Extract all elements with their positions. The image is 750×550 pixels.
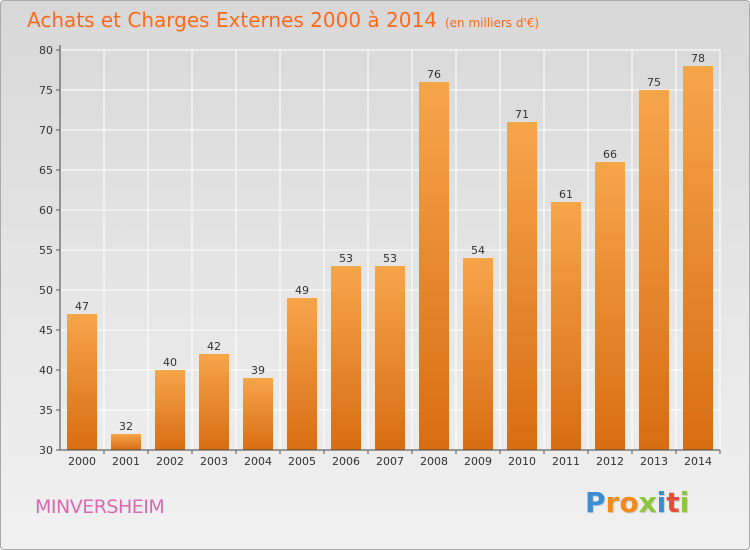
logo-letter: i — [679, 486, 690, 519]
bar-2005 — [287, 298, 317, 450]
x-tick-label: 2011 — [552, 455, 580, 468]
data-label: 75 — [647, 76, 661, 89]
logo-letter: x — [638, 486, 657, 519]
y-tick-label: 45 — [39, 324, 53, 337]
bar-2006 — [331, 266, 361, 450]
x-tick-label: 2001 — [112, 455, 140, 468]
data-label: 32 — [119, 420, 133, 433]
data-label: 54 — [471, 244, 485, 257]
data-label: 47 — [75, 300, 89, 313]
x-tick-label: 2003 — [200, 455, 228, 468]
y-tick-label: 65 — [39, 164, 53, 177]
data-label: 40 — [163, 356, 177, 369]
data-label: 42 — [207, 340, 221, 353]
proxiti-logo: Proxiti — [585, 486, 689, 519]
data-label: 39 — [251, 364, 265, 377]
data-label: 53 — [383, 252, 397, 265]
x-tick-label: 2008 — [420, 455, 448, 468]
x-tick-label: 2007 — [376, 455, 404, 468]
data-label: 66 — [603, 148, 617, 161]
bar-2008 — [419, 82, 449, 450]
x-tick-label: 2012 — [596, 455, 624, 468]
y-tick-label: 70 — [39, 124, 53, 137]
data-label: 49 — [295, 284, 309, 297]
bar-2011 — [551, 202, 581, 450]
y-tick-label: 75 — [39, 84, 53, 97]
bar-2004 — [243, 378, 273, 450]
y-tick-label: 60 — [39, 204, 53, 217]
x-tick-label: 2005 — [288, 455, 316, 468]
y-tick-label: 40 — [39, 364, 53, 377]
x-tick-label: 2010 — [508, 455, 536, 468]
logo-letter: i — [656, 486, 667, 519]
data-label: 53 — [339, 252, 353, 265]
chart-title-text: Achats et Charges Externes 2000 à 2014 — [27, 8, 437, 32]
x-tick-label: 2009 — [464, 455, 492, 468]
bar-2013 — [639, 90, 669, 450]
x-tick-label: 2013 — [640, 455, 668, 468]
data-label: 71 — [515, 108, 529, 121]
commune-name: MINVERSHEIM — [35, 496, 165, 518]
bars — [67, 66, 713, 450]
logo-letter: o — [619, 486, 639, 519]
y-tick-label: 30 — [39, 444, 53, 457]
data-label: 78 — [691, 52, 705, 65]
bar-2002 — [155, 370, 185, 450]
x-tick-label: 2004 — [244, 455, 272, 468]
data-label: 61 — [559, 188, 573, 201]
data-labels: 47 32 40 42 39 49 53 53 76 54 71 61 66 75 78 — [75, 52, 705, 433]
y-tick-label: 80 — [39, 44, 53, 57]
y-tick-label: 35 — [39, 404, 53, 417]
bar-2003 — [199, 354, 229, 450]
y-tick-label: 55 — [39, 244, 53, 257]
bar-2009 — [463, 258, 493, 450]
bar-2012 — [595, 162, 625, 450]
axes: 30 35 40 45 50 55 60 65 70 75 80 2000 2001 2002 2003 20… — [39, 44, 721, 468]
x-tick-label: 2014 — [684, 455, 712, 468]
data-label: 76 — [427, 68, 441, 81]
bar-2007 — [375, 266, 405, 450]
chart-title: Achats et Charges Externes 2000 à 2014 (e… — [27, 8, 539, 32]
logo-letter: t — [666, 486, 680, 519]
x-tick-label: 2000 — [68, 455, 96, 468]
chart-subtitle: (en milliers d'€) — [444, 16, 540, 30]
bar-2000 — [67, 314, 97, 450]
bar-2001 — [111, 434, 141, 450]
bar-2014 — [683, 66, 713, 450]
y-tick-label: 50 — [39, 284, 53, 297]
logo-letter: r — [605, 486, 620, 519]
x-tick-label: 2006 — [332, 455, 360, 468]
bar-2010 — [507, 122, 537, 450]
x-tick-label: 2002 — [156, 455, 184, 468]
logo-letter: P — [585, 486, 606, 519]
